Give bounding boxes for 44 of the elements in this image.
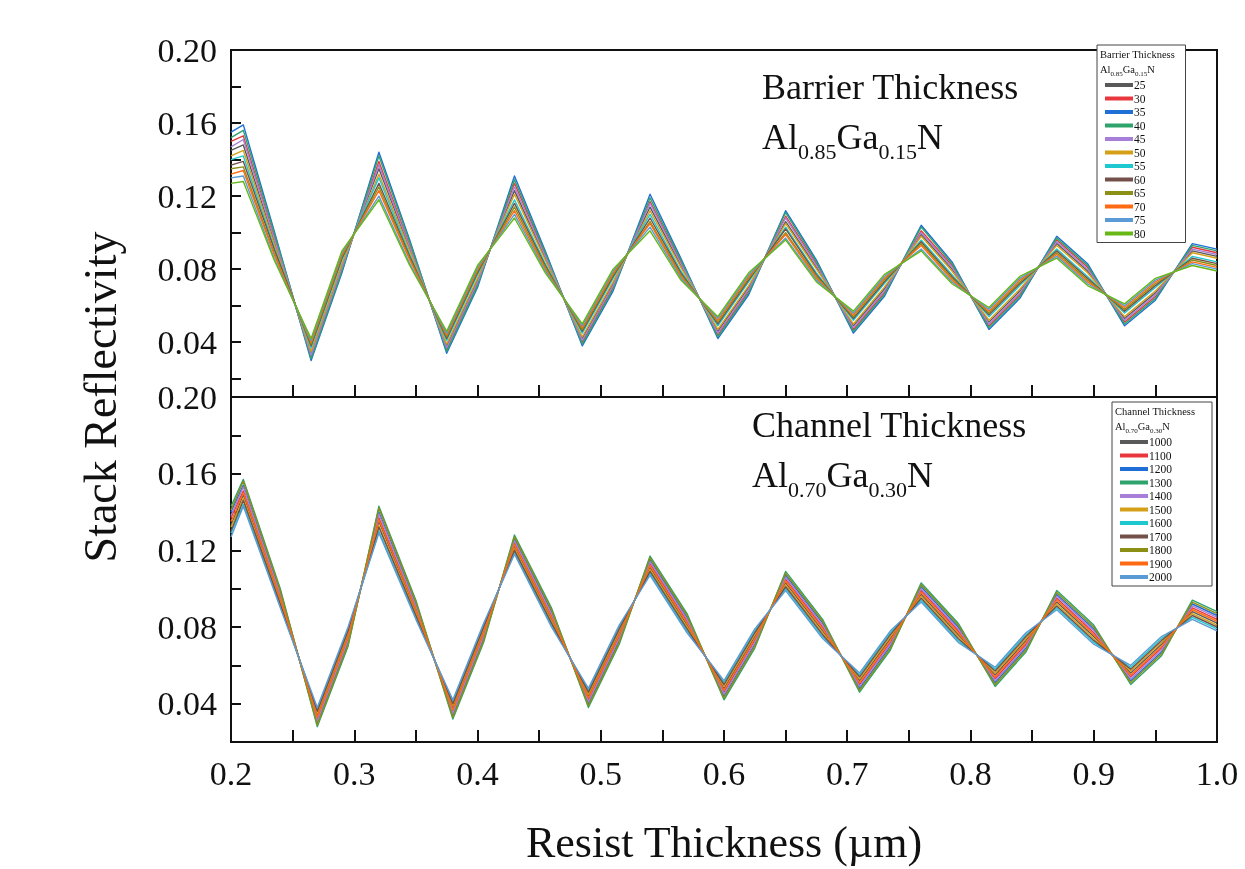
legend-label: 1100 <box>1149 449 1172 462</box>
legend-label: 45 <box>1134 133 1146 145</box>
x-tick-label: 0.7 <box>826 754 869 792</box>
legend-label: 30 <box>1134 92 1146 105</box>
legend-label: 1000 <box>1149 436 1173 448</box>
y-tick-label: 0.12 <box>157 531 217 569</box>
x-tick-label: 0.2 <box>209 754 253 792</box>
y-tick-label: 0.04 <box>157 323 217 361</box>
y-tick-label: 0.04 <box>157 685 217 723</box>
y-tick-label: 0.08 <box>157 250 217 288</box>
x-tick-label: 0.8 <box>949 754 992 792</box>
legend-label: 1400 <box>1149 490 1173 502</box>
x-tick-label: 0.5 <box>579 754 622 792</box>
x-tick-label: 1.0 <box>1195 754 1239 792</box>
legend-label: 75 <box>1134 214 1146 226</box>
legend-label: 80 <box>1134 227 1146 240</box>
x-tick-label: 0.6 <box>702 754 746 792</box>
legend-label: 2000 <box>1149 571 1173 583</box>
legend-label: 35 <box>1134 106 1146 118</box>
x-tick-label: 0.9 <box>1072 754 1115 792</box>
y-tick-label: 0.12 <box>157 177 217 215</box>
legend-label: 1600 <box>1149 517 1173 529</box>
x-axis-title: Resist Thickness (µm) <box>525 817 923 867</box>
legend-label: 50 <box>1134 146 1146 159</box>
legend-label: 1700 <box>1149 530 1173 543</box>
legend-label: 55 <box>1134 160 1146 172</box>
y-tick-label: 0.20 <box>157 378 217 416</box>
y-tick-label: 0.16 <box>157 104 217 142</box>
legend-label: 1200 <box>1149 463 1173 475</box>
legend-label: 70 <box>1134 200 1146 213</box>
legend-label: 60 <box>1134 173 1146 186</box>
y-tick-label: 0.20 <box>157 31 217 69</box>
legend-label: 1900 <box>1149 557 1173 570</box>
legend-label: 1500 <box>1149 503 1173 516</box>
legend-label: 1800 <box>1149 544 1173 556</box>
legend-label: 40 <box>1134 119 1146 132</box>
legend-label: 65 <box>1134 187 1146 199</box>
legend-label: 25 <box>1134 79 1146 91</box>
y-tick-label: 0.08 <box>157 608 217 646</box>
legend-label: 1300 <box>1149 476 1173 489</box>
y-tick-label: 0.16 <box>157 455 217 493</box>
y-axis-title: Stack Reflectivity <box>73 231 127 563</box>
x-tick-label: 0.3 <box>333 754 376 792</box>
x-tick-label: 0.4 <box>456 754 499 792</box>
